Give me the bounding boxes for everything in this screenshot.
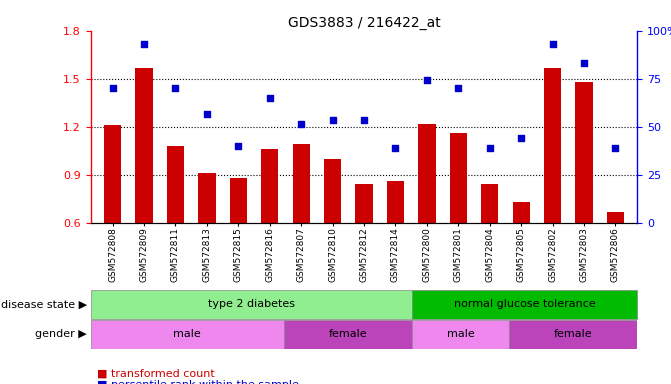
- Bar: [386, 181, 404, 223]
- Bar: [261, 149, 278, 223]
- Bar: [544, 68, 561, 223]
- Text: ■ percentile rank within the sample: ■ percentile rank within the sample: [97, 380, 299, 384]
- Point: [610, 144, 621, 151]
- Bar: [418, 124, 435, 223]
- Bar: [104, 125, 121, 223]
- Point: [107, 85, 118, 91]
- Point: [390, 144, 401, 151]
- Point: [170, 85, 180, 91]
- Text: gender ▶: gender ▶: [36, 329, 87, 339]
- Bar: [607, 212, 624, 223]
- Bar: [136, 68, 153, 223]
- Bar: [412, 320, 509, 349]
- Bar: [412, 290, 637, 319]
- Bar: [91, 290, 412, 319]
- Bar: [198, 173, 215, 223]
- Bar: [229, 178, 247, 223]
- Text: type 2 diabetes: type 2 diabetes: [208, 299, 295, 310]
- Bar: [167, 146, 184, 223]
- Point: [453, 85, 464, 91]
- Bar: [356, 184, 372, 223]
- Bar: [324, 159, 342, 223]
- Bar: [91, 320, 284, 349]
- Bar: [293, 144, 310, 223]
- Point: [233, 143, 244, 149]
- Bar: [450, 133, 467, 223]
- Point: [421, 77, 432, 83]
- Point: [296, 121, 307, 127]
- Bar: [513, 202, 530, 223]
- Text: male: male: [173, 329, 201, 339]
- Text: disease state ▶: disease state ▶: [1, 299, 87, 310]
- Text: male: male: [447, 329, 474, 339]
- Text: normal glucose tolerance: normal glucose tolerance: [454, 299, 596, 310]
- Point: [139, 40, 150, 46]
- Bar: [284, 320, 412, 349]
- Point: [327, 117, 338, 123]
- Point: [264, 95, 275, 101]
- Text: female: female: [554, 329, 592, 339]
- Text: ■ transformed count: ■ transformed count: [97, 369, 215, 379]
- Point: [548, 40, 558, 46]
- Point: [358, 117, 369, 123]
- Bar: [575, 82, 592, 223]
- Point: [516, 135, 527, 141]
- Bar: [509, 320, 637, 349]
- Title: GDS3883 / 216422_at: GDS3883 / 216422_at: [288, 16, 440, 30]
- Point: [201, 111, 212, 117]
- Bar: [481, 184, 499, 223]
- Text: female: female: [329, 329, 367, 339]
- Point: [484, 144, 495, 151]
- Point: [578, 60, 589, 66]
